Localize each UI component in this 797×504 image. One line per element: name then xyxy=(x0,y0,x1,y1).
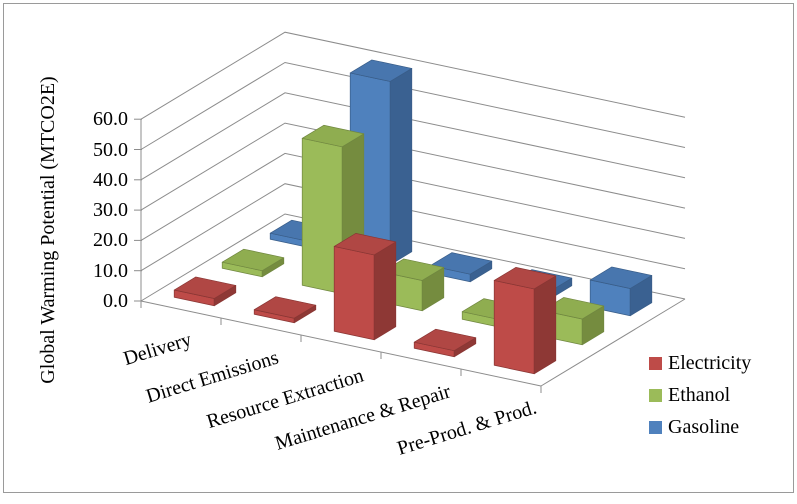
bar-top-face xyxy=(429,252,493,275)
y-axis-title: Global Warming Potential (MTCO2E) xyxy=(37,76,59,384)
bar-top-face xyxy=(413,328,477,352)
gridline xyxy=(140,183,686,272)
gridline xyxy=(140,213,686,302)
bar-electricity-maintenance-repair[interactable] xyxy=(413,328,477,358)
y-tick-label: 10.0 xyxy=(93,259,128,282)
bar-top-face xyxy=(541,297,605,320)
legend-item-electricity[interactable]: Electricity xyxy=(649,351,751,375)
legend-marker-electricity xyxy=(649,356,662,370)
y-tick-label: 30.0 xyxy=(93,199,128,222)
bar-side-face xyxy=(389,68,413,266)
floor-right-edge xyxy=(540,298,686,387)
bar-electricity-direct-emissions[interactable] xyxy=(253,296,317,324)
bar-electricity-delivery[interactable] xyxy=(173,276,237,307)
legend-item-ethanol[interactable]: Ethanol xyxy=(649,383,751,407)
y-tick-label: 0.0 xyxy=(103,290,128,312)
bar-top-face xyxy=(173,276,237,299)
bar-ethanol-delivery[interactable] xyxy=(221,248,285,278)
legend-label-ethanol: Ethanol xyxy=(668,383,731,406)
bar-top-face xyxy=(333,233,397,256)
bar-front-face xyxy=(333,246,375,341)
gridline xyxy=(140,122,686,211)
gridline xyxy=(140,92,686,181)
bar-top-face xyxy=(493,267,557,290)
bar-electricity-resource-extraction[interactable] xyxy=(333,233,397,341)
bar-top-face xyxy=(349,59,413,82)
y-tick-label: 50.0 xyxy=(93,138,128,161)
legend-label-electricity: Electricity xyxy=(668,351,752,374)
bar-electricity-pre-prod-prod[interactable] xyxy=(493,267,557,375)
category-axis xyxy=(140,300,542,387)
bar-side-face xyxy=(533,275,557,375)
bar-top-face xyxy=(589,266,653,289)
legend-marker-gasoline xyxy=(649,420,662,434)
plot-svg xyxy=(134,31,686,393)
y-tick-label: 20.0 xyxy=(93,229,128,252)
y-tick-label: 60.0 xyxy=(93,108,128,131)
legend-marker-ethanol xyxy=(649,388,662,402)
legend-label-gasoline: Gasoline xyxy=(668,415,740,438)
bar-front-face xyxy=(493,280,535,375)
bar-top-face xyxy=(301,124,365,148)
y-tick-label: 40.0 xyxy=(93,168,128,191)
bar-top-face xyxy=(253,296,317,319)
bar-top-face xyxy=(381,258,445,281)
bar-top-face xyxy=(221,248,285,272)
bar-side-face xyxy=(373,241,397,341)
gridline xyxy=(140,61,686,150)
chart-frame: Global Warming Potential (MTCO2E) 0.0 10.… xyxy=(3,3,794,493)
legend-item-gasoline[interactable]: Gasoline xyxy=(649,415,751,439)
gridline xyxy=(140,31,686,120)
gridline xyxy=(140,152,686,241)
legend: Electricity Ethanol Gasoline xyxy=(649,351,751,447)
